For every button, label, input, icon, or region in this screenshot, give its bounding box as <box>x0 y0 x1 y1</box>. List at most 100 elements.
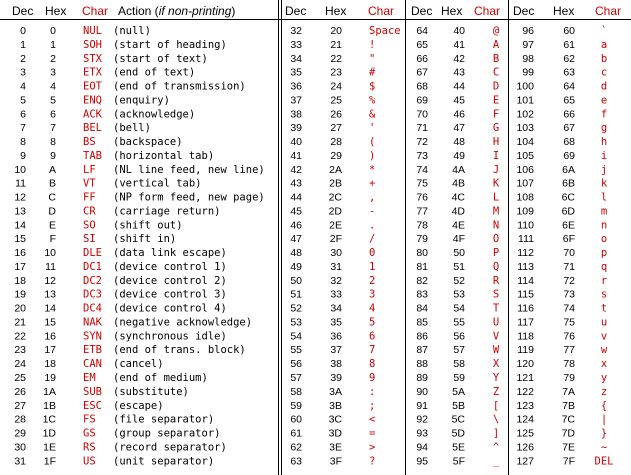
hex-cell: F <box>50 233 56 245</box>
char-cell: ? <box>369 455 375 467</box>
char-cell: DEL <box>595 455 614 467</box>
hex-cell: 24 <box>330 81 342 93</box>
action-cell: (NL line feed, new line) <box>113 164 265 176</box>
dec-cell: 65 <box>416 39 428 51</box>
dec-cell: 29 <box>14 428 26 440</box>
dec-cell: 49 <box>290 261 302 273</box>
action-header-prefix: Action ( <box>118 4 159 18</box>
char-cell: LF <box>83 164 96 176</box>
char-cell: 0 <box>369 247 375 259</box>
dec-cell: 125 <box>516 428 534 440</box>
col1-hex-header: Hex <box>45 4 66 18</box>
dec-cell: 105 <box>516 150 534 162</box>
col3-hex-header: Hex <box>441 4 462 18</box>
hex-cell: 2D <box>329 205 343 217</box>
action-cell: (unit separator) <box>113 455 214 467</box>
dec-cell: 108 <box>516 192 534 204</box>
hex-cell: 54 <box>453 303 465 315</box>
char-cell: i <box>601 150 607 162</box>
char-cell: A <box>493 39 500 51</box>
char-cell: b <box>601 53 607 65</box>
col3-dec-header: Dec <box>411 4 432 18</box>
char-cell: t <box>601 303 607 315</box>
hex-cell: 20 <box>330 25 342 37</box>
hex-cell: 32 <box>330 275 342 287</box>
hex-cell: 6 <box>50 108 56 120</box>
hex-cell: 41 <box>453 39 465 51</box>
char-cell: c <box>601 67 607 79</box>
hex-cell: 3E <box>329 441 342 453</box>
dec-cell: 24 <box>14 358 26 370</box>
dec-cell: 103 <box>516 122 534 134</box>
table-body: 0 0 NUL (null)1 1 SOH (start of heading)2 2 STX(… <box>14 25 613 467</box>
char-cell: ` <box>601 25 607 37</box>
dec-cell: 79 <box>416 233 428 245</box>
dec-cell: 123 <box>516 400 534 412</box>
char-cell: - <box>369 205 375 217</box>
dec-cell: 3 <box>20 67 26 79</box>
dec-cell: 47 <box>290 233 302 245</box>
char-cell: e <box>601 94 607 106</box>
hex-cell: 1D <box>43 428 57 440</box>
hex-cell: 7 <box>50 122 56 134</box>
dec-cell: 1 <box>20 39 26 51</box>
char-cell: RS <box>83 441 96 453</box>
hex-cell: 4E <box>452 219 465 231</box>
hex-cell: 9 <box>50 150 56 162</box>
char-cell: { <box>601 400 607 412</box>
col1-dec-header: Dec <box>12 4 33 18</box>
dec-cell: 6 <box>20 108 26 120</box>
dec-cell: 45 <box>290 205 302 217</box>
dec-cell: 8 <box>20 136 26 148</box>
hex-cell: 56 <box>453 330 465 342</box>
hex-cell: B <box>49 178 56 190</box>
action-cell: (device control 3) <box>113 289 227 301</box>
dec-cell: 53 <box>290 316 302 328</box>
hex-cell: 74 <box>563 303 575 315</box>
char-cell: ! <box>369 39 375 51</box>
char-cell: | <box>601 414 607 426</box>
hex-cell: 47 <box>453 122 465 134</box>
char-cell: d <box>601 81 607 93</box>
dec-cell: 92 <box>416 414 428 426</box>
char-cell: O <box>493 233 499 245</box>
hex-cell: 33 <box>330 289 342 301</box>
char-cell: > <box>369 441 375 453</box>
char-cell: K <box>493 178 500 190</box>
hex-cell: 17 <box>44 344 56 356</box>
hex-cell: 4B <box>452 178 465 190</box>
dec-cell: 102 <box>516 108 534 120</box>
hex-cell: 13 <box>44 289 56 301</box>
action-cell: (end of text) <box>113 67 195 79</box>
char-cell: M <box>493 205 499 217</box>
hex-cell: 50 <box>453 247 465 259</box>
hex-cell: 12 <box>44 275 56 287</box>
action-cell: (device control 2) <box>113 275 227 287</box>
char-cell: m <box>601 205 607 217</box>
hex-cell: 79 <box>563 372 575 384</box>
char-cell: FF <box>83 192 96 204</box>
dec-cell: 110 <box>517 219 534 231</box>
dec-cell: 10 <box>14 164 26 176</box>
dec-cell: 126 <box>516 441 534 453</box>
dec-cell: 23 <box>14 344 26 356</box>
char-cell: q <box>601 261 607 273</box>
char-cell: x <box>601 358 607 370</box>
hex-cell: 7A <box>562 386 575 398</box>
char-cell: P <box>493 247 499 259</box>
dec-cell: 21 <box>14 316 26 328</box>
dec-cell: 4 <box>20 81 26 93</box>
hex-cell: 45 <box>453 94 465 106</box>
action-cell: (device control 1) <box>113 261 227 273</box>
dec-cell: 80 <box>416 247 428 259</box>
dec-cell: 122 <box>516 386 534 398</box>
hex-cell: 35 <box>330 316 342 328</box>
char-cell: Space <box>369 25 401 37</box>
dec-cell: 51 <box>290 289 302 301</box>
dec-cell: 32 <box>290 25 302 37</box>
hex-cell: 4 <box>50 81 56 93</box>
action-cell: (shift out) <box>113 219 183 231</box>
hex-cell: 51 <box>453 261 465 273</box>
hex-cell: 4A <box>452 164 465 176</box>
char-cell: [ <box>493 400 499 412</box>
